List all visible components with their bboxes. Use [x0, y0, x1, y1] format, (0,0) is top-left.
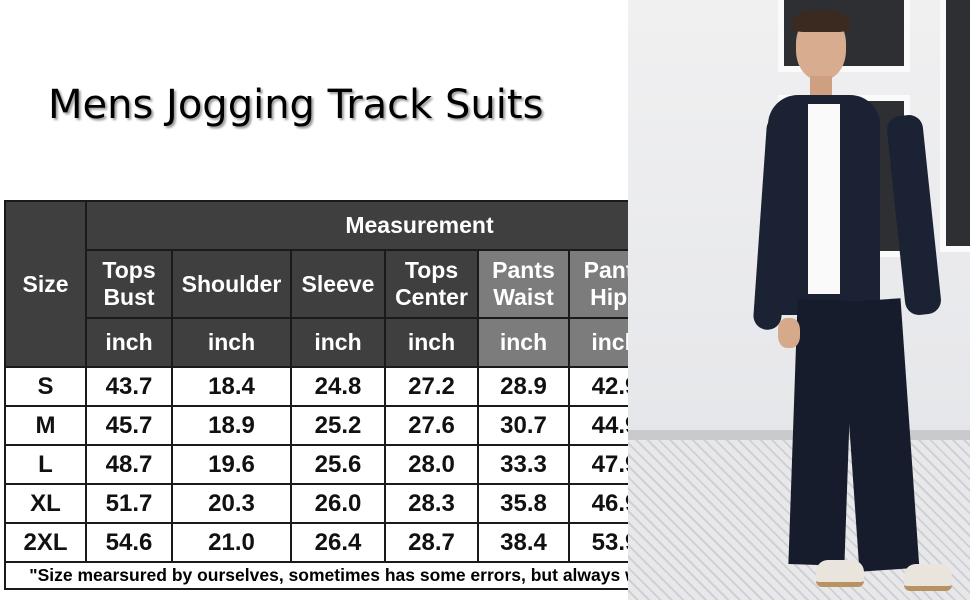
value-cell: 26.0	[290, 483, 386, 524]
unit-label: inch	[477, 317, 570, 368]
column-header-line2: Center	[395, 284, 468, 310]
value-cell: 19.6	[171, 444, 292, 485]
value-cell: 30.7	[477, 405, 570, 446]
column-header: Tops Center	[384, 249, 479, 319]
size-cell: S	[4, 366, 87, 407]
unit-label: inch	[290, 317, 386, 368]
value-cell: 27.2	[384, 366, 479, 407]
column-header: Sleeve	[290, 249, 386, 319]
value-cell: 26.4	[290, 522, 386, 563]
value-cell: 25.2	[290, 405, 386, 446]
value-cell: 28.0	[384, 444, 479, 485]
value-cell: 18.9	[171, 405, 292, 446]
value-cell: 28.7	[384, 522, 479, 563]
value-cell: 28.3	[384, 483, 479, 524]
size-cell: 2XL	[4, 522, 87, 563]
value-cell: 28.9	[477, 366, 570, 407]
model-photo	[628, 0, 970, 600]
value-cell: 33.3	[477, 444, 570, 485]
value-cell: 25.6	[290, 444, 386, 485]
value-cell: 24.8	[290, 366, 386, 407]
value-cell: 21.0	[171, 522, 292, 563]
value-cell: 18.4	[171, 366, 292, 407]
unit-label: inch	[171, 317, 292, 368]
column-header-line1: Pants	[492, 257, 555, 283]
size-cell: XL	[4, 483, 87, 524]
value-cell: 20.3	[171, 483, 292, 524]
column-header-line1: Tops	[102, 257, 156, 283]
value-cell: 51.7	[85, 483, 173, 524]
size-header: Size	[4, 200, 87, 368]
column-header: Pants Waist	[477, 249, 570, 319]
unit-label: inch	[384, 317, 479, 368]
value-cell: 48.7	[85, 444, 173, 485]
value-cell: 45.7	[85, 405, 173, 446]
page-title: Mens Jogging Track Suits	[48, 82, 544, 128]
value-cell: 38.4	[477, 522, 570, 563]
column-header: Shoulder	[171, 249, 292, 319]
unit-label: inch	[85, 317, 173, 368]
column-header-line2: Bust	[103, 284, 155, 310]
value-cell: 27.6	[384, 405, 479, 446]
column-header-line1: Shoulder	[181, 270, 282, 297]
value-cell: 43.7	[85, 366, 173, 407]
column-header-line1: Tops	[404, 257, 459, 283]
value-cell: 35.8	[477, 483, 570, 524]
column-header-line1: Sleeve	[301, 270, 375, 297]
value-cell: 54.6	[85, 522, 173, 563]
size-cell: L	[4, 444, 87, 485]
size-cell: M	[4, 405, 87, 446]
column-header: Tops Bust	[85, 249, 173, 319]
column-header-line2: Waist	[493, 284, 554, 310]
